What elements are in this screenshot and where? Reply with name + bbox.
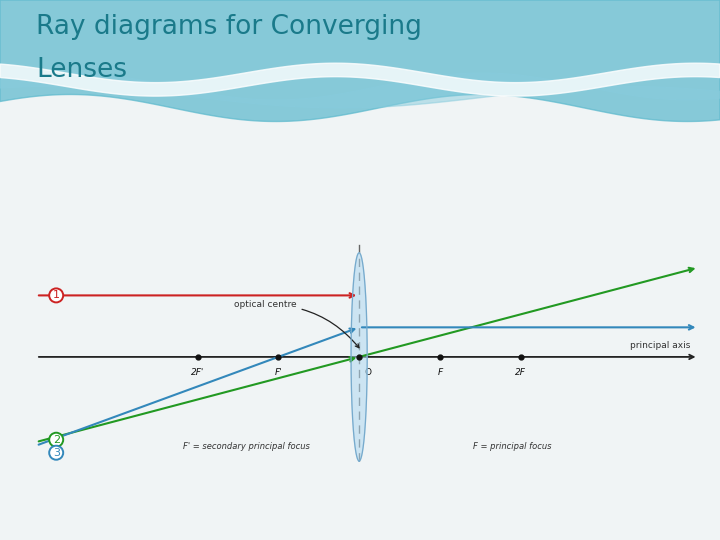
Text: optical centre: optical centre bbox=[234, 300, 359, 348]
Text: Lenses: Lenses bbox=[36, 57, 127, 83]
Text: 2F': 2F' bbox=[191, 368, 204, 376]
Text: 1: 1 bbox=[53, 291, 60, 300]
Text: F = principal focus: F = principal focus bbox=[473, 442, 552, 451]
Text: F: F bbox=[437, 368, 443, 376]
Text: 3: 3 bbox=[53, 448, 60, 458]
Text: principal axis: principal axis bbox=[630, 341, 690, 350]
Text: 2: 2 bbox=[53, 435, 60, 445]
Text: 2F: 2F bbox=[516, 368, 526, 376]
Text: F' = secondary principal focus: F' = secondary principal focus bbox=[183, 442, 310, 451]
Text: F': F' bbox=[274, 368, 282, 376]
Text: O: O bbox=[365, 368, 372, 376]
Text: Ray diagrams for Converging: Ray diagrams for Converging bbox=[36, 14, 422, 39]
Polygon shape bbox=[351, 253, 367, 461]
